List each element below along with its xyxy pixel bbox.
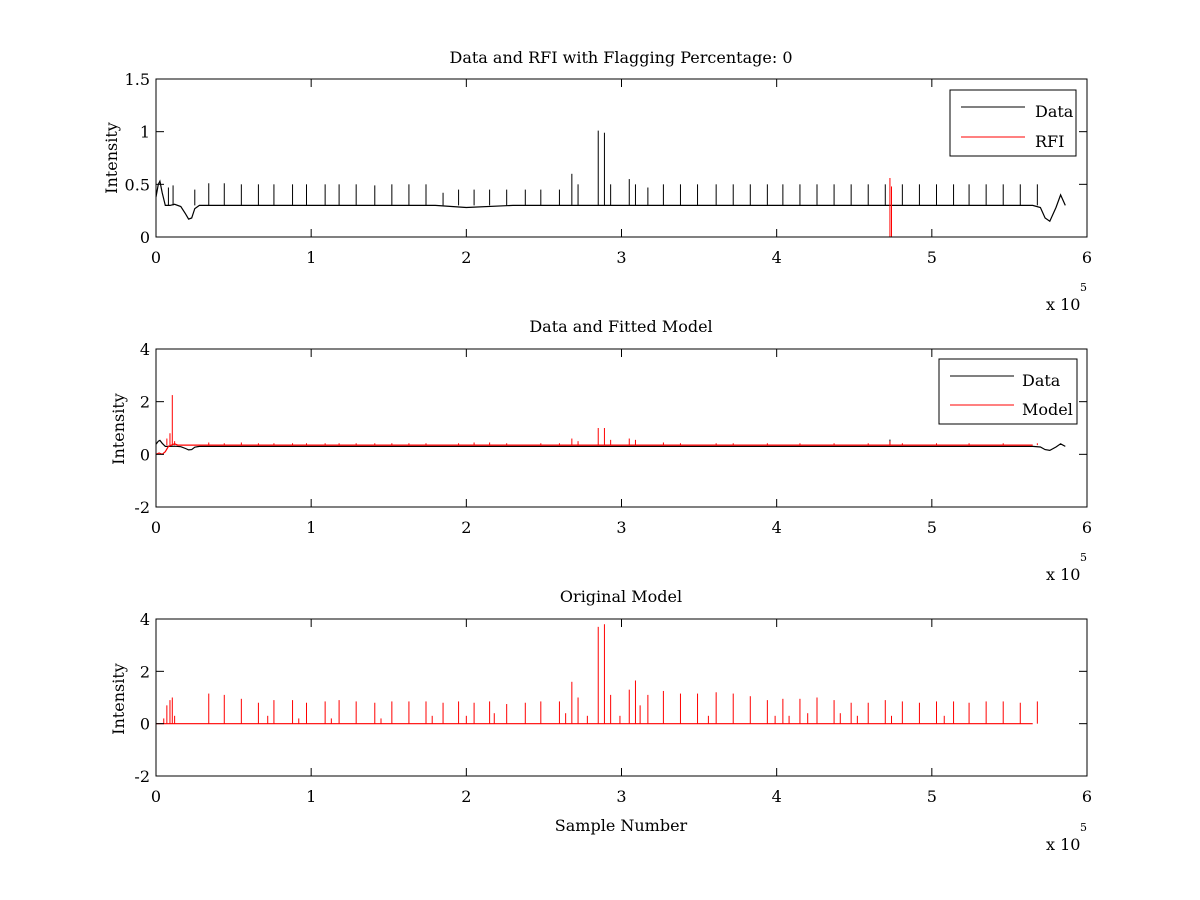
plot-title: Original Model bbox=[560, 587, 682, 606]
axis-ticks: 0 1 2 3 4 5 6 0 0.5 1 1.5 bbox=[125, 70, 1093, 267]
x-multiplier-exponent: 5 bbox=[1080, 551, 1087, 564]
x-tick-label: 1 bbox=[306, 248, 316, 267]
x-tick-label: 6 bbox=[1082, 248, 1092, 267]
x-tick-label: 1 bbox=[306, 518, 316, 537]
x-tick-label: 6 bbox=[1082, 787, 1092, 806]
x-multiplier: x 10 bbox=[1046, 835, 1080, 854]
x-tick-label: 0 bbox=[151, 787, 161, 806]
y-axis-label: Intensity bbox=[109, 393, 128, 465]
y-tick-label: 4 bbox=[140, 610, 150, 629]
subplot-rfi: Data and RFI with Flagging Percentage: 0… bbox=[102, 48, 1092, 314]
y-axis-label: Intensity bbox=[109, 663, 128, 735]
plot-title: Data and Fitted Model bbox=[529, 317, 712, 336]
x-tick-label: 5 bbox=[927, 518, 937, 537]
x-tick-label: 2 bbox=[461, 787, 471, 806]
x-multiplier: x 10 bbox=[1046, 565, 1080, 584]
x-tick-label: 0 bbox=[151, 248, 161, 267]
y-axis-label: Intensity bbox=[102, 122, 121, 194]
legend: Data Model bbox=[938, 358, 1078, 425]
y-tick-label: 4 bbox=[140, 340, 150, 359]
x-multiplier-exponent: 5 bbox=[1080, 281, 1087, 294]
x-tick-label: 2 bbox=[461, 248, 471, 267]
y-tick-label: 0 bbox=[140, 715, 150, 734]
series-line-data bbox=[155, 179, 1066, 223]
x-multiplier-exponent: 5 bbox=[1080, 821, 1087, 834]
plot-lines bbox=[156, 624, 1038, 725]
legend-label-rfi: RFI bbox=[1035, 132, 1064, 151]
x-tick-label: 3 bbox=[616, 518, 626, 537]
plot-lines bbox=[155, 395, 1066, 455]
x-tick-label: 0 bbox=[151, 518, 161, 537]
x-tick-label: 5 bbox=[927, 248, 937, 267]
y-tick-label: 2 bbox=[140, 393, 150, 412]
x-axis-label: Sample Number bbox=[555, 816, 688, 835]
axes-box bbox=[155, 78, 1088, 238]
axes-box bbox=[155, 348, 1088, 508]
legend-label-data: Data bbox=[1035, 102, 1074, 121]
y-tick-label: 1.5 bbox=[125, 70, 150, 89]
y-tick-label: -2 bbox=[134, 498, 150, 517]
x-tick-label: 4 bbox=[772, 248, 782, 267]
subplot-fitted-model: Data and Fitted Model Intensity 0 1 2 3 4 5 6 -… bbox=[109, 317, 1092, 584]
y-tick-label: -2 bbox=[134, 767, 150, 786]
x-tick-label: 4 bbox=[772, 518, 782, 537]
series-line-data bbox=[155, 439, 1066, 452]
legend-label-model: Model bbox=[1022, 400, 1073, 419]
x-tick-label: 4 bbox=[772, 787, 782, 806]
legend-box bbox=[949, 89, 1077, 157]
y-tick-label: 2 bbox=[140, 662, 150, 681]
series-line-model bbox=[155, 443, 1033, 455]
y-tick-label: 0 bbox=[140, 228, 150, 247]
y-tick-label: 0.5 bbox=[125, 175, 150, 194]
plot-lines bbox=[155, 130, 1066, 237]
plot-title: Data and RFI with Flagging Percentage: 0 bbox=[449, 48, 792, 67]
x-tick-label: 6 bbox=[1082, 518, 1092, 537]
x-tick-label: 1 bbox=[306, 787, 316, 806]
legend-box bbox=[938, 358, 1078, 425]
legend-label-data: Data bbox=[1022, 371, 1061, 390]
x-tick-label: 3 bbox=[616, 248, 626, 267]
y-tick-label: 0 bbox=[140, 445, 150, 464]
x-tick-label: 3 bbox=[616, 787, 626, 806]
axes-box bbox=[155, 618, 1088, 777]
x-multiplier: x 10 bbox=[1046, 295, 1080, 314]
legend: Data RFI bbox=[949, 89, 1077, 157]
y-tick-label: 1 bbox=[140, 123, 150, 142]
x-tick-label: 5 bbox=[927, 787, 937, 806]
x-tick-label: 2 bbox=[461, 518, 471, 537]
